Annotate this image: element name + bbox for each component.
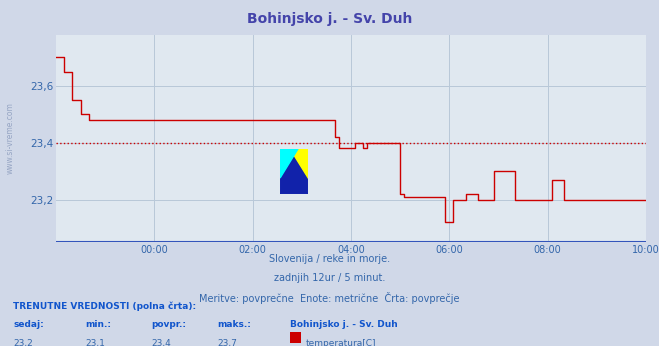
Text: zadnjih 12ur / 5 minut.: zadnjih 12ur / 5 minut.: [273, 273, 386, 283]
Text: maks.:: maks.:: [217, 320, 251, 329]
Polygon shape: [280, 149, 298, 178]
Text: Bohinjsko j. - Sv. Duh: Bohinjsko j. - Sv. Duh: [247, 12, 412, 26]
Text: www.si-vreme.com: www.si-vreme.com: [5, 102, 14, 174]
Text: min.:: min.:: [86, 320, 111, 329]
Polygon shape: [280, 149, 308, 194]
Text: povpr.:: povpr.:: [152, 320, 186, 329]
Text: Slovenija / reke in morje.: Slovenija / reke in morje.: [269, 254, 390, 264]
Text: temperatura[C]: temperatura[C]: [306, 339, 376, 346]
Text: sedaj:: sedaj:: [13, 320, 44, 329]
Text: 23,1: 23,1: [86, 339, 105, 346]
Text: 23,2: 23,2: [13, 339, 33, 346]
Text: TRENUTNE VREDNOSTI (polna črta):: TRENUTNE VREDNOSTI (polna črta):: [13, 301, 196, 310]
Text: Meritve: povprečne  Enote: metrične  Črta: povprečje: Meritve: povprečne Enote: metrične Črta:…: [199, 292, 460, 304]
Text: 23,4: 23,4: [152, 339, 171, 346]
Text: Bohinjsko j. - Sv. Duh: Bohinjsko j. - Sv. Duh: [290, 320, 398, 329]
Polygon shape: [290, 149, 308, 178]
Text: 23,7: 23,7: [217, 339, 237, 346]
